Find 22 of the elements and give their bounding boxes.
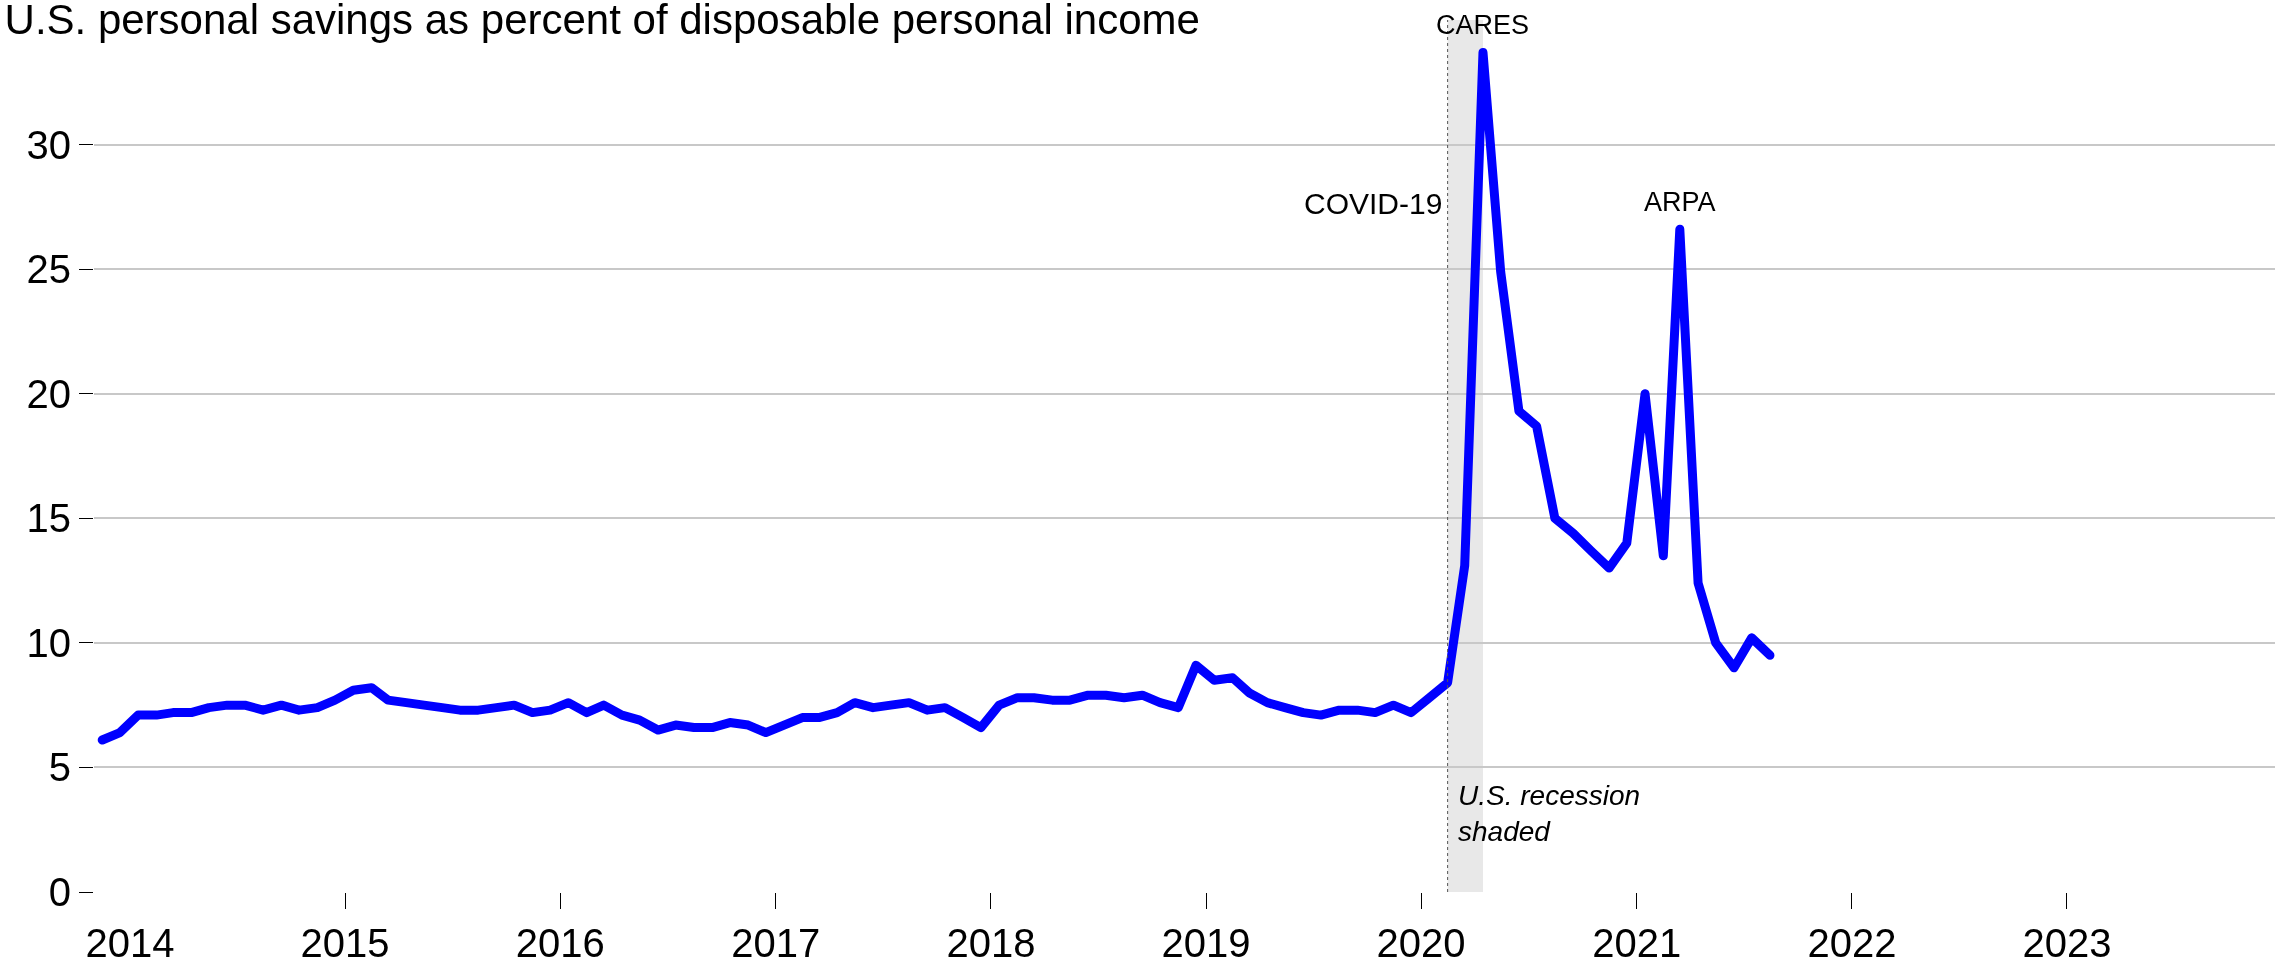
annotation: ARPA <box>1644 187 1716 217</box>
annotation: CARES <box>1436 10 1530 40</box>
x-tick-label: 2019 <box>1161 921 1251 965</box>
y-tick-label: 5 <box>48 745 71 790</box>
y-tick-label: 15 <box>26 496 71 541</box>
x-tick-label: 2016 <box>515 921 605 965</box>
x-tick-label: 2021 <box>1592 921 1682 965</box>
chart-title: U.S. personal savings as percent of disposable personal income <box>4 0 1200 44</box>
y-tick-label: 25 <box>26 247 71 292</box>
x-tick-label: 2022 <box>1807 921 1897 965</box>
ref-line-label: COVID-19 <box>1304 187 1443 220</box>
x-tick-label: 2015 <box>300 921 390 965</box>
x-tick-label: 2018 <box>946 921 1036 965</box>
y-tick-label: 30 <box>26 122 71 167</box>
x-tick-label: 2020 <box>1376 921 1466 965</box>
band-label: U.S. recession shaded <box>1458 780 1641 848</box>
x-tick-label: 2014 <box>85 921 175 965</box>
y-tick-label: 10 <box>26 620 71 665</box>
y-tick-label: 20 <box>26 371 71 416</box>
x-tick-label: 2023 <box>2022 921 2112 965</box>
y-tick-label: 0 <box>48 870 71 914</box>
x-tick-label: 2017 <box>731 921 821 965</box>
